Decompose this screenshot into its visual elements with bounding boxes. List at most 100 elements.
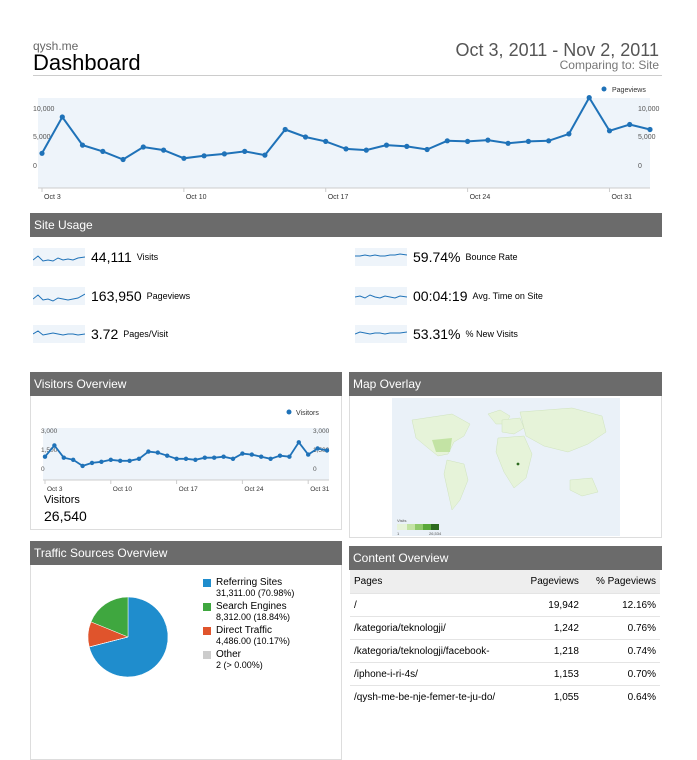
metric-value: 163,950 <box>91 288 142 304</box>
map-scale-label: Visits <box>397 518 406 523</box>
data-point <box>108 457 114 462</box>
pct-cell: 0.74% <box>582 639 660 663</box>
sparkline-bounce <box>355 248 407 266</box>
table-row[interactable]: /qysh-me-be-nje-femer-te-ju-do/ 1,055 0.… <box>350 685 660 709</box>
column-header-pct-pageviews[interactable]: % Pageviews <box>582 570 660 594</box>
data-point <box>39 150 45 156</box>
legend-marker <box>601 86 607 92</box>
metric-new-visits[interactable]: 53.31% % New Visits <box>355 322 518 346</box>
data-point <box>80 463 85 469</box>
table-row[interactable]: /kategoria/teknologji/facebook- 1,218 0.… <box>350 639 660 663</box>
column-header-pageviews[interactable]: Pageviews <box>519 570 583 594</box>
data-point <box>155 450 160 455</box>
data-point <box>242 148 248 154</box>
visitors-chart: Visitors 3,000 1,500 0 3,000 1,500 0 Oct… <box>41 409 330 493</box>
pageviews-cell: 19,942 <box>519 593 583 617</box>
data-point <box>193 457 198 462</box>
page-path-link[interactable]: /iphone-i-ri-4s/ <box>350 662 520 686</box>
legend-value: 8,312.00 (18.84%) <box>216 612 291 622</box>
data-point <box>287 454 292 459</box>
legend-item-search-engines[interactable]: Search Engines 8,312.00 (18.84%) <box>203 601 294 622</box>
visitors-total-value: 26,540 <box>44 508 87 524</box>
data-point <box>606 128 613 134</box>
data-point <box>465 138 471 144</box>
data-point <box>202 455 207 460</box>
sparkline-avg-time <box>355 287 407 305</box>
y-tick-label-right: 0 <box>313 466 317 473</box>
table-row[interactable]: / 19,942 12.16% <box>350 593 660 617</box>
metric-pageviews[interactable]: 163,950 Pageviews <box>33 284 190 308</box>
visitors-overview-panel <box>30 396 342 530</box>
legend-item-referring-sites[interactable]: Referring Sites 31,311.00 (70.98%) <box>203 577 294 598</box>
metric-bounce-rate[interactable]: 59.74% Bounce Rate <box>355 245 518 269</box>
page-path-link[interactable]: /kategoria/teknologji/ <box>350 616 520 640</box>
x-tick-label: Oct 10 <box>113 486 133 493</box>
data-point <box>100 148 106 154</box>
map-overlay-header: Map Overlay <box>349 372 662 396</box>
pct-cell: 12.16% <box>582 593 660 617</box>
x-tick-label: Oct 24 <box>244 486 264 493</box>
y-tick-label: 0 <box>41 466 45 473</box>
page-path-link[interactable]: / <box>350 593 520 617</box>
metric-pages-per-visit[interactable]: 3.72 Pages/Visit <box>33 322 168 346</box>
x-tick-label: Oct 24 <box>470 194 491 201</box>
data-point <box>296 440 301 445</box>
data-point <box>120 156 126 163</box>
legend-value: 31,311.00 (70.98%) <box>216 588 295 598</box>
page-path-link[interactable]: /kategoria/teknologji/facebook- <box>350 639 520 663</box>
legend-item-direct-traffic[interactable]: Direct Traffic 4,486.00 (10.17%) <box>203 625 294 646</box>
comparison-label: Comparing to: Site <box>559 58 659 72</box>
data-point <box>323 138 329 144</box>
content-overview-header: Content Overview <box>349 546 662 570</box>
data-point <box>221 454 226 459</box>
sparkline-pages-visit <box>33 325 85 343</box>
pageviews-cell: 1,055 <box>519 685 583 709</box>
data-point <box>485 137 491 143</box>
pageviews-cell: 1,153 <box>519 662 583 686</box>
data-point <box>315 446 320 451</box>
legend-name: Direct Traffic <box>216 625 272 636</box>
data-point <box>424 146 430 153</box>
data-point <box>183 456 189 461</box>
data-point <box>525 138 531 144</box>
map-scale-min: 1 <box>397 531 400 536</box>
data-point <box>383 142 390 148</box>
y-tick-label-right: 0 <box>638 163 642 170</box>
date-range[interactable]: Oct 3, 2011 - Nov 2, 2011 <box>455 40 659 60</box>
sparkline-pageviews <box>33 287 85 305</box>
data-point <box>240 451 245 456</box>
pct-cell: 0.64% <box>582 685 660 709</box>
metric-value: 3.72 <box>91 326 119 342</box>
column-header-pages[interactable]: Pages <box>350 570 520 594</box>
table-row[interactable]: /kategoria/teknologji/ 1,242 0.76% <box>350 616 660 640</box>
y-tick-label-right: 10,000 <box>638 106 660 113</box>
table-row[interactable]: /iphone-i-ri-4s/ 1,153 0.70% <box>350 662 660 686</box>
world-map[interactable]: Visits 1 26,534 <box>392 398 620 538</box>
x-tick-label: Oct 31 <box>310 486 330 493</box>
visitors-overview-header: Visitors Overview <box>30 372 342 396</box>
metric-visits[interactable]: 44,111 Visits <box>33 245 158 269</box>
legend-swatch <box>203 603 211 611</box>
data-point <box>268 456 273 461</box>
data-point <box>306 452 311 457</box>
visitors-total-label: Visitors <box>44 494 80 506</box>
page-path-link[interactable]: /qysh-me-be-nje-femer-te-ju-do/ <box>350 685 520 709</box>
data-point <box>71 457 76 462</box>
legend-item-other[interactable]: Other 2 (> 0.00%) <box>203 649 294 670</box>
legend-swatch <box>203 579 211 587</box>
pageviews-cell: 1,242 <box>519 616 583 640</box>
data-point <box>324 448 330 453</box>
data-point <box>99 459 104 464</box>
legend-label: Visitors <box>296 410 319 417</box>
sparkline-new-visits <box>355 325 407 343</box>
data-point <box>259 454 264 459</box>
data-point <box>249 452 254 457</box>
data-point <box>89 460 95 466</box>
metric-avg-time[interactable]: 00:04:19 Avg. Time on Site <box>355 284 543 308</box>
data-point <box>277 453 283 458</box>
data-point <box>140 144 146 150</box>
content-table: Pages Pageviews % Pageviews / 19,942 12.… <box>350 570 660 709</box>
data-point <box>79 142 86 148</box>
pageviews-cell: 1,218 <box>519 639 583 663</box>
legend-marker <box>286 409 292 415</box>
